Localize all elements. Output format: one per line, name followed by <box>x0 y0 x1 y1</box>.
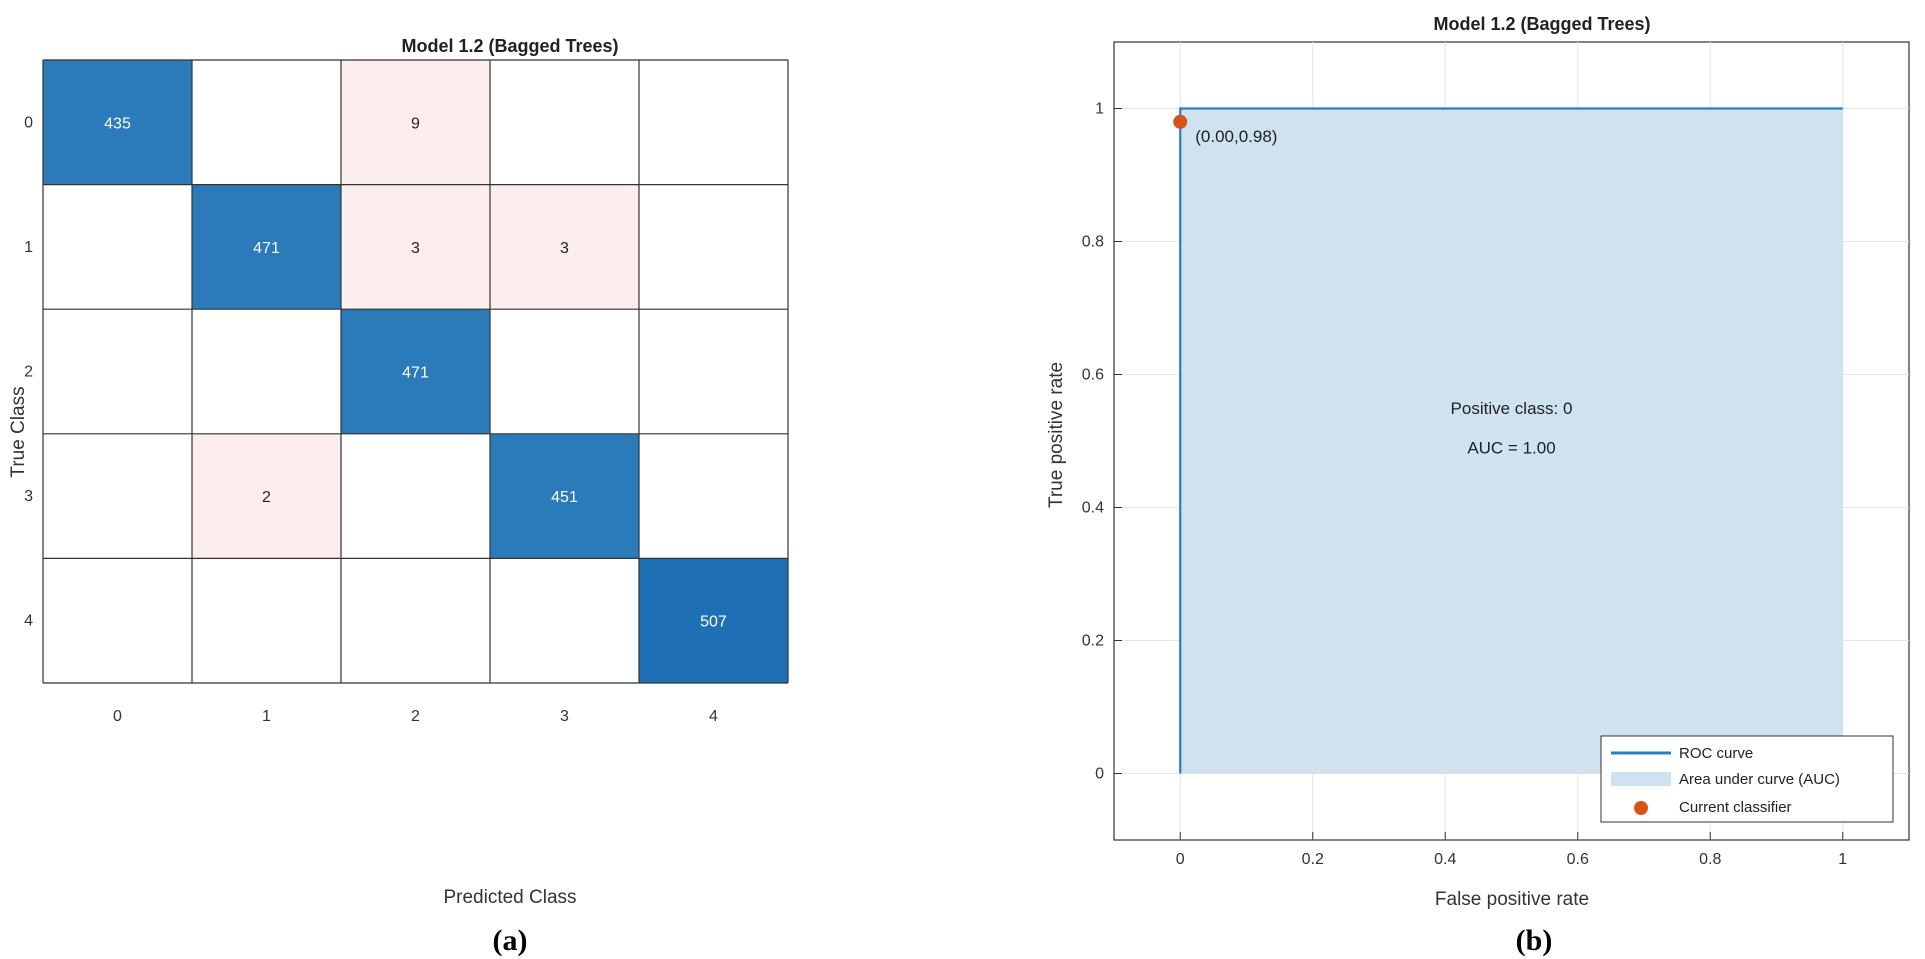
roc-curve <box>1179 107 1843 774</box>
roc-chart: Model 1.2 (Bagged Trees) 0 0.2 0.4 0.6 0.8 1 … <box>1046 14 1910 957</box>
auc-area <box>1180 108 1843 774</box>
roc-x-tick: 0.6 <box>1567 851 1589 868</box>
current-classifier-marker <box>1173 114 1188 129</box>
cm-x-ticks: 0 1 2 3 4 <box>113 708 718 725</box>
legend-classifier-swatch <box>1634 801 1648 815</box>
cm-cell-0-2 <box>341 60 490 185</box>
cm-y-ticks: 0 1 2 3 4 <box>24 114 33 629</box>
legend-auc-label: Area under curve (AUC) <box>1679 771 1840 788</box>
roc-y-tick: 0.2 <box>1082 633 1104 650</box>
roc-title: Model 1.2 (Bagged Trees) <box>1433 14 1650 34</box>
cm-x-tick: 0 <box>113 708 122 725</box>
roc-x-tick: 0.4 <box>1434 851 1456 868</box>
cm-cell-0-1 <box>192 60 341 185</box>
current-classifier-point <box>1173 114 1188 129</box>
cm-cell-3-1 <box>192 433 341 559</box>
cm-cell-2-2 <box>341 309 490 434</box>
cm-value-2-2: 471 <box>402 365 429 382</box>
cm-y-label: True Class <box>8 386 29 477</box>
auc-area-fill <box>1180 108 1843 774</box>
roc-x-tick: 0.8 <box>1699 851 1721 868</box>
roc-x-tick: 1 <box>1838 851 1847 868</box>
cm-cell-1-4 <box>639 184 788 310</box>
cm-value-3-3: 451 <box>551 489 578 506</box>
cm-cell-4-0 <box>43 558 192 683</box>
roc-y-label: True positive rate <box>1046 362 1067 508</box>
cm-value-4-4: 507 <box>700 614 727 631</box>
cm-cell-1-3 <box>490 184 639 310</box>
cm-value-3-1: 2 <box>262 489 271 506</box>
roc-legend: ROC curve Area under curve (AUC) Current… <box>1600 735 1894 823</box>
cm-cell-2-1 <box>192 309 341 434</box>
roc-x-ticks: 0 0.2 0.4 0.6 0.8 1 <box>1176 832 1847 868</box>
cm-cell-4-4 <box>639 558 788 683</box>
panel-label-a: (a) <box>493 924 528 957</box>
cm-cell-1-2 <box>341 184 490 310</box>
cm-cell-0-4 <box>639 60 788 185</box>
roc-y-tick: 0.4 <box>1082 500 1104 517</box>
panel-label-b: (b) <box>1516 924 1553 957</box>
cm-x-tick: 4 <box>709 708 718 725</box>
cm-value-1-3: 3 <box>560 240 569 257</box>
roc-y-tick: 0 <box>1095 766 1104 783</box>
cm-cell-1-1 <box>192 184 341 310</box>
roc-x-label: False positive rate <box>1435 889 1589 910</box>
cm-cell-4-3 <box>490 558 639 683</box>
cm-cell-4-2 <box>341 558 490 683</box>
cm-value-1-2: 3 <box>411 240 420 257</box>
cm-cell-4-1 <box>192 558 341 683</box>
roc-y-tick: 0.6 <box>1082 367 1104 384</box>
cm-value-0-2: 9 <box>411 115 420 132</box>
cm-y-tick: 1 <box>24 239 33 256</box>
roc-x-tick: 0 <box>1176 851 1185 868</box>
cm-cells: 435 9 471 3 3 471 2 451 507 <box>43 60 788 683</box>
cm-y-tick: 4 <box>24 613 33 630</box>
roc-y-tick: 1 <box>1095 101 1104 118</box>
cm-x-label: Predicted Class <box>443 887 576 908</box>
auc-annotation: AUC = 1.00 <box>1467 439 1555 458</box>
cm-x-tick: 1 <box>262 708 271 725</box>
legend-roc-label: ROC curve <box>1679 745 1753 762</box>
roc-curve-line <box>1179 107 1843 774</box>
current-classifier-label: (0.00,0.98) <box>1195 127 1277 146</box>
cm-cell-0-3 <box>490 60 639 185</box>
cm-value-1-1: 471 <box>253 240 280 257</box>
roc-x-tick: 0.2 <box>1302 851 1324 868</box>
cm-cell-1-0 <box>43 184 192 310</box>
cm-cell-2-3 <box>490 309 639 434</box>
cm-title: Model 1.2 (Bagged Trees) <box>401 36 618 56</box>
cm-cell-0-0 <box>43 60 192 185</box>
legend-classifier-label: Current classifier <box>1679 799 1792 816</box>
cm-y-tick: 2 <box>24 364 33 381</box>
cm-value-0-0: 435 <box>104 115 131 132</box>
roc-y-ticks: 0 0.2 0.4 0.6 0.8 1 <box>1082 101 1122 783</box>
cm-cell-3-0 <box>43 433 192 559</box>
roc-y-tick: 0.8 <box>1082 234 1104 251</box>
cm-y-tick: 0 <box>24 114 33 131</box>
cm-x-tick: 3 <box>560 708 569 725</box>
cm-cell-3-2 <box>341 433 490 559</box>
positive-class-annotation: Positive class: 0 <box>1451 399 1573 418</box>
cm-grid <box>42 59 789 684</box>
cm-x-tick: 2 <box>411 708 420 725</box>
legend-auc-swatch <box>1611 772 1671 786</box>
cm-cell-3-3 <box>490 433 639 559</box>
cm-cell-2-0 <box>43 309 192 434</box>
cm-cell-3-4 <box>639 433 788 559</box>
cm-y-tick: 3 <box>24 488 33 505</box>
cm-cell-2-4 <box>639 309 788 434</box>
